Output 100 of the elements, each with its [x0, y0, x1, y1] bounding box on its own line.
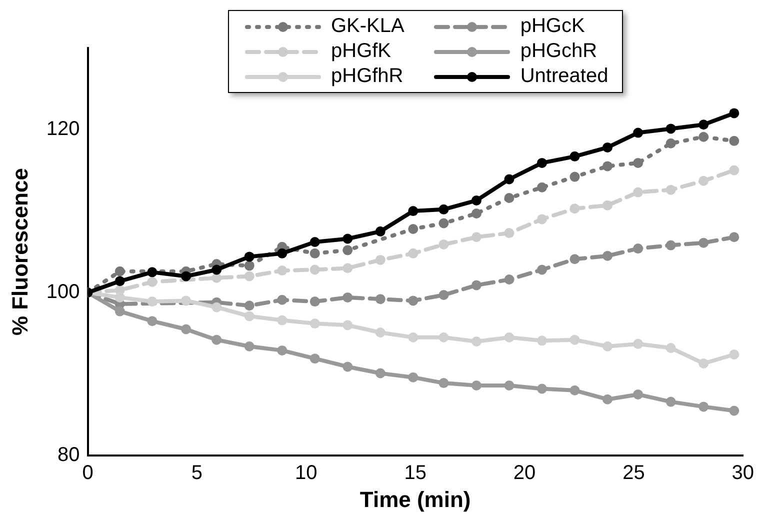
- point: [666, 184, 676, 195]
- point: [438, 218, 449, 228]
- point: [471, 208, 482, 218]
- point: [729, 232, 740, 242]
- y-tick-label: 80: [58, 444, 80, 466]
- point: [310, 354, 320, 364]
- point: [310, 318, 320, 329]
- point: [471, 280, 482, 290]
- point: [602, 142, 612, 152]
- point: [342, 245, 353, 256]
- point: [536, 182, 547, 192]
- point: [244, 311, 254, 322]
- point: [342, 234, 353, 244]
- point: [147, 316, 158, 326]
- point: [277, 248, 288, 258]
- point: [570, 334, 580, 345]
- point: [277, 315, 288, 326]
- point: [244, 271, 254, 282]
- point: [633, 128, 644, 138]
- point: [666, 124, 676, 134]
- point: [342, 263, 353, 274]
- point: [471, 195, 482, 206]
- point: [310, 264, 320, 275]
- point: [375, 328, 386, 338]
- point: [471, 336, 482, 346]
- point: [633, 158, 644, 168]
- point: [698, 132, 709, 142]
- point: [729, 350, 740, 360]
- point: [147, 296, 158, 307]
- point: [570, 254, 580, 264]
- point: [471, 380, 482, 390]
- point: [570, 151, 580, 162]
- point: [698, 238, 709, 248]
- legend-label: pHGchR: [520, 40, 598, 63]
- point: [114, 276, 125, 286]
- point: [277, 266, 288, 276]
- point: [408, 224, 418, 234]
- x-tick-label: 10: [295, 462, 318, 484]
- point: [698, 358, 709, 368]
- x-tick-label: 25: [622, 462, 645, 484]
- point: [147, 267, 158, 278]
- point: [729, 406, 740, 416]
- point: [504, 332, 514, 342]
- point: [438, 204, 449, 214]
- point: [244, 252, 254, 262]
- point: [729, 136, 740, 146]
- point: [633, 187, 644, 198]
- point: [602, 341, 612, 352]
- point: [310, 296, 320, 307]
- point: [244, 300, 254, 311]
- point: [698, 402, 709, 412]
- point: [729, 165, 740, 176]
- point: [438, 378, 449, 388]
- point: [277, 345, 288, 356]
- legend-label: GK-KLA: [331, 15, 404, 38]
- point: [438, 239, 449, 250]
- point: [244, 260, 254, 271]
- point: [212, 334, 222, 345]
- point: [212, 302, 222, 312]
- point: [536, 264, 547, 275]
- point: [602, 200, 612, 210]
- point: [438, 332, 449, 342]
- point: [698, 176, 709, 186]
- point: [666, 342, 676, 353]
- point: [536, 158, 547, 168]
- x-tick-label: 15: [404, 462, 426, 484]
- point: [504, 380, 514, 390]
- point: [536, 214, 547, 224]
- point: [471, 232, 482, 242]
- point: [504, 192, 514, 203]
- point: [570, 204, 580, 214]
- point: [633, 244, 644, 254]
- point: [114, 266, 125, 276]
- point: [504, 274, 514, 285]
- point: [536, 336, 547, 346]
- point: [342, 292, 353, 302]
- point: [602, 250, 612, 261]
- point: [310, 237, 320, 248]
- legend-label: pHGfhR: [331, 65, 404, 88]
- point: [504, 228, 514, 238]
- point: [342, 362, 353, 372]
- point: [310, 248, 320, 258]
- point: [408, 372, 418, 382]
- point: [408, 296, 418, 306]
- point: [633, 389, 644, 400]
- point: [147, 276, 158, 287]
- point: [438, 290, 449, 300]
- y-axis-title: % Fluorescence: [7, 168, 32, 336]
- y-tick-label: 100: [46, 281, 80, 304]
- point: [212, 264, 222, 275]
- point: [375, 254, 386, 265]
- point: [536, 384, 547, 394]
- point: [181, 296, 192, 306]
- point: [212, 272, 222, 283]
- point: [408, 206, 418, 216]
- x-tick-label: 20: [513, 462, 536, 484]
- point: [602, 161, 612, 172]
- point: [277, 294, 288, 305]
- legend-label: pHGfK: [331, 40, 392, 63]
- point: [342, 320, 353, 330]
